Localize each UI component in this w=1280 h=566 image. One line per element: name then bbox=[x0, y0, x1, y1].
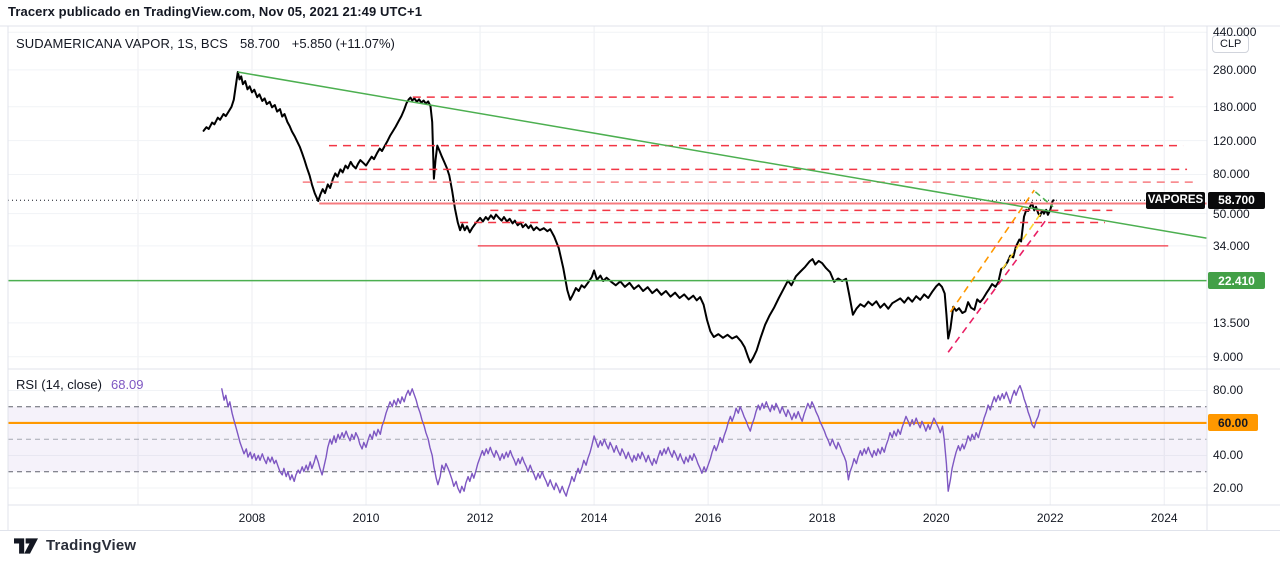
level-price-badge: 22.410 bbox=[1208, 272, 1265, 290]
publish-caption: Tracerx publicado en TradingView.com, No… bbox=[8, 4, 423, 19]
rsi-legend: RSI (14, close) 68.09 bbox=[16, 377, 144, 392]
time-tick-label: 2014 bbox=[580, 511, 608, 525]
last-price-badge: 58.700 bbox=[1208, 191, 1265, 209]
price-tick-label: 280.000 bbox=[1213, 62, 1257, 77]
price-tick-label: 50.000 bbox=[1213, 206, 1250, 221]
rsi-tick-label: 40.00 bbox=[1213, 448, 1244, 463]
rsi-value: 68.09 bbox=[110, 377, 144, 392]
price-tick-label: 34.000 bbox=[1213, 238, 1250, 253]
symbol-title: SUDAMERICANA VAPOR, 1S, BCS bbox=[16, 36, 228, 51]
rsi-indicator-title: RSI (14, close) bbox=[16, 377, 102, 392]
footer: TradingView bbox=[14, 537, 136, 554]
tradingview-logo-icon[interactable] bbox=[14, 537, 38, 554]
symbol-marker-badge: VAPORES bbox=[1146, 191, 1205, 209]
time-tick-label: 2024 bbox=[1150, 511, 1178, 525]
currency-toggle-button[interactable]: CLP bbox=[1212, 35, 1250, 53]
price-tick-label: 13.500 bbox=[1213, 315, 1250, 330]
time-tick-label: 2018 bbox=[808, 511, 836, 525]
time-tick-label: 2008 bbox=[238, 511, 266, 525]
price-change-text: +5.850 (+11.07%) bbox=[291, 36, 395, 51]
price-tick-label: 440.000 bbox=[1213, 25, 1257, 40]
time-tick-label: 2012 bbox=[466, 511, 494, 525]
time-tick-label: 2010 bbox=[352, 511, 380, 525]
price-tick-label: 9.000 bbox=[1213, 349, 1244, 364]
rsi-tick-label: 80.00 bbox=[1213, 383, 1244, 398]
price-tick-label: 120.000 bbox=[1213, 133, 1257, 148]
rsi-tick-label: 20.00 bbox=[1213, 480, 1244, 495]
symbol-legend: SUDAMERICANA VAPOR, 1S, BCS 58.700 +5.85… bbox=[16, 36, 395, 51]
time-tick-label: 2022 bbox=[1036, 511, 1064, 525]
last-price-text: 58.700 bbox=[239, 36, 280, 51]
time-tick-label: 2020 bbox=[922, 511, 950, 525]
brand-name[interactable]: TradingView bbox=[46, 537, 137, 554]
price-tick-label: 180.000 bbox=[1213, 99, 1257, 114]
time-tick-label: 2016 bbox=[694, 511, 722, 525]
rsi-level-badge: 60.00 bbox=[1208, 414, 1258, 432]
price-tick-label: 80.000 bbox=[1213, 167, 1250, 182]
